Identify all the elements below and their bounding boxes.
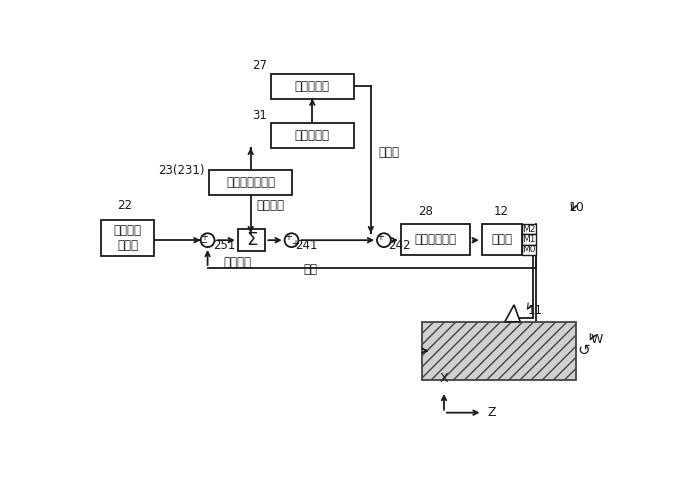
Text: +: + [292, 239, 299, 249]
Circle shape [200, 233, 215, 247]
FancyBboxPatch shape [423, 322, 576, 380]
Text: +: + [200, 232, 208, 242]
Text: 22: 22 [117, 198, 132, 211]
FancyBboxPatch shape [102, 220, 154, 256]
Text: ↺: ↺ [578, 343, 591, 358]
FancyBboxPatch shape [271, 74, 354, 98]
FancyBboxPatch shape [482, 224, 522, 255]
Text: 高通滤波器: 高通滤波器 [295, 129, 330, 142]
FancyBboxPatch shape [522, 244, 536, 255]
Polygon shape [505, 305, 520, 322]
Text: M1: M1 [522, 235, 536, 244]
Text: 10: 10 [569, 202, 584, 214]
Text: +: + [376, 232, 384, 242]
Text: Z: Z [487, 406, 495, 419]
Text: 11: 11 [528, 304, 543, 317]
Text: 241: 241 [296, 238, 318, 252]
FancyBboxPatch shape [401, 224, 470, 255]
Text: 电动机: 电动机 [491, 233, 512, 246]
Text: 摆动指令计算部: 摆动指令计算部 [226, 176, 275, 189]
Text: 位置指令
制作部: 位置指令 制作部 [113, 224, 141, 252]
Text: M2: M2 [522, 224, 535, 234]
Text: 反馈: 反馈 [304, 262, 318, 276]
Text: 31: 31 [252, 108, 267, 122]
FancyBboxPatch shape [237, 230, 265, 251]
Text: 摆动指令: 摆动指令 [256, 198, 284, 211]
Text: 28: 28 [418, 205, 434, 218]
FancyBboxPatch shape [271, 123, 354, 148]
Text: 12: 12 [493, 205, 508, 218]
Text: 251: 251 [213, 238, 235, 252]
Text: −: − [200, 238, 208, 248]
Circle shape [285, 233, 298, 247]
Text: 23(231): 23(231) [158, 164, 204, 176]
Text: W: W [590, 333, 602, 346]
Text: 校正量: 校正量 [379, 146, 399, 159]
Text: 位置速度控制: 位置速度控制 [414, 233, 456, 246]
Text: 27: 27 [252, 58, 268, 71]
Text: 学习控制器: 学习控制器 [295, 80, 330, 92]
FancyBboxPatch shape [209, 170, 292, 194]
Text: 位置偏差: 位置偏差 [224, 256, 252, 268]
Text: M0: M0 [522, 245, 536, 254]
Text: Σ: Σ [246, 231, 257, 249]
FancyBboxPatch shape [522, 234, 536, 244]
Text: X: X [440, 372, 448, 385]
Text: 242: 242 [388, 238, 410, 252]
Circle shape [377, 233, 391, 247]
Text: +: + [284, 232, 292, 242]
FancyBboxPatch shape [522, 224, 536, 234]
